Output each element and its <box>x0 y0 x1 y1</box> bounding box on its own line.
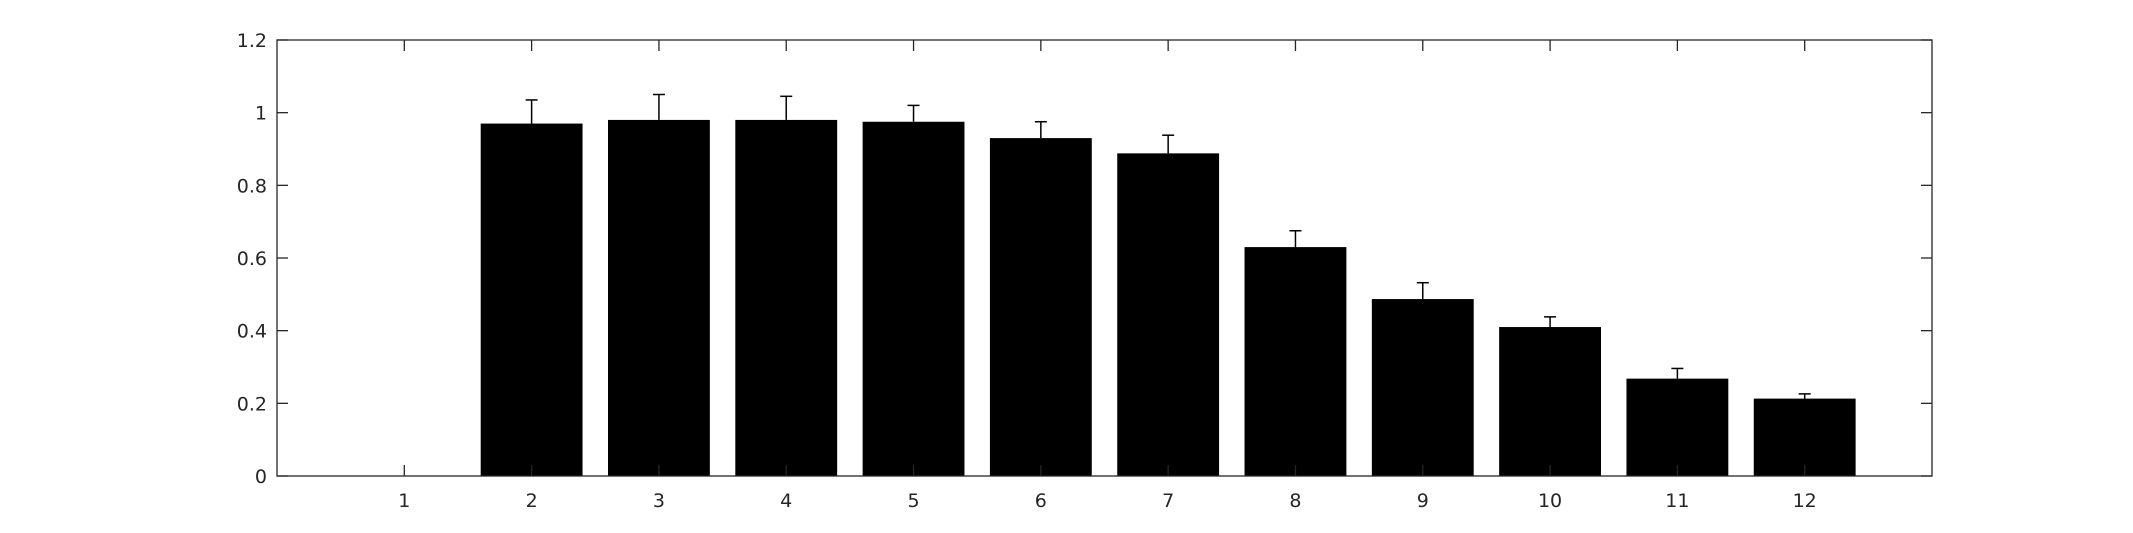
bar-8 <box>1244 247 1347 476</box>
x-tick-label-6: 6 <box>1035 490 1047 512</box>
x-tick-label-2: 2 <box>526 490 538 512</box>
error-bar-6 <box>1034 121 1047 139</box>
x-tick-label-11: 11 <box>1665 490 1689 512</box>
x-tick-label-9: 9 <box>1417 490 1429 512</box>
x-tick-label-12: 12 <box>1793 490 1817 512</box>
bar-10 <box>1499 327 1601 476</box>
y-tick-label-5: 1 <box>255 103 267 125</box>
y-tick-label-4: 0.8 <box>237 175 267 197</box>
error-bar-2 <box>525 99 538 124</box>
bar-3 <box>608 119 710 477</box>
y-tick-label-0: 0 <box>255 466 267 488</box>
x-tick-label-10: 10 <box>1538 490 1562 512</box>
bar-2 <box>480 123 583 476</box>
error-bar-4 <box>780 95 793 120</box>
x-tick-label-7: 7 <box>1162 490 1174 512</box>
y-tick-label-1: 0.2 <box>237 393 267 415</box>
error-bar-10 <box>1544 316 1557 328</box>
y-tick-label-6: 1.2 <box>237 30 267 52</box>
error-bar-11 <box>1671 367 1684 379</box>
x-tick-label-5: 5 <box>907 490 919 512</box>
bar-4 <box>735 119 838 477</box>
bar-12 <box>1753 398 1856 476</box>
bar-9 <box>1371 299 1474 476</box>
error-bars-layer <box>525 93 1811 399</box>
x-tick-label-3: 3 <box>653 490 665 512</box>
error-bar-8 <box>1289 230 1302 248</box>
error-bar-7 <box>1162 134 1175 154</box>
bar-6 <box>989 138 1092 476</box>
x-tick-label-4: 4 <box>780 490 792 512</box>
bar-11 <box>1626 378 1729 476</box>
y-tick-labels: 0 0.2 0.4 0.6 0.8 1 1.2 <box>237 30 267 488</box>
bars-layer <box>480 119 1856 477</box>
bar-5 <box>862 121 965 476</box>
x-tick-labels: 1 2 3 4 5 6 7 8 9 10 11 12 <box>398 490 1817 512</box>
error-bar-12 <box>1798 393 1811 399</box>
error-bar-3 <box>652 93 665 120</box>
y-tick-label-3: 0.6 <box>237 248 267 270</box>
x-tick-label-8: 8 <box>1289 490 1301 512</box>
x-tick-label-1: 1 <box>398 490 410 512</box>
bar-7 <box>1117 153 1220 477</box>
error-bar-9 <box>1416 281 1429 300</box>
plot-area-frame <box>276 39 1933 477</box>
y-tick-label-2: 0.4 <box>237 321 267 343</box>
error-bar-5 <box>907 104 920 122</box>
